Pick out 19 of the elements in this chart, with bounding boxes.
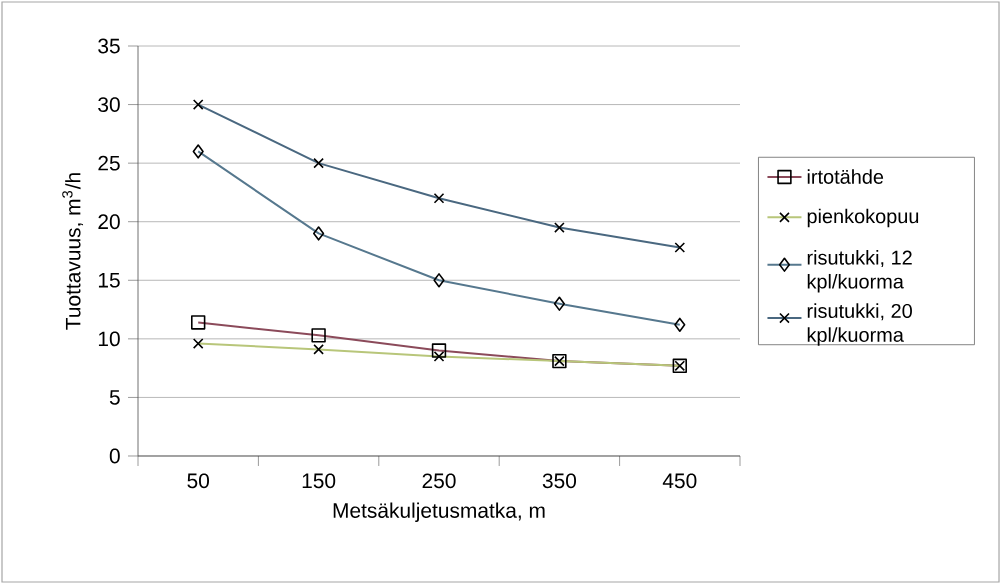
x-tick-label: 350 (542, 473, 577, 489)
legend-label: irtotähde (807, 169, 884, 184)
y-tick-label: 30 (98, 97, 120, 112)
x-axis-title: Metsäkuljetusmatka, m (333, 502, 545, 523)
y-tick-label: 15 (98, 273, 120, 288)
y-axis-title: Tuottavuus, m$^{3}$/h (62, 173, 84, 330)
y-tick-label: 35 (98, 38, 120, 54)
legend-label: risutukki, 20 kpl/kuorma (807, 303, 912, 346)
x-tick-label: 250 (422, 473, 456, 489)
x-tick-label: 50 (187, 473, 210, 489)
x-tick-label: 450 (662, 473, 697, 489)
legend-label: pienkokopuu (807, 208, 919, 228)
legend-label: risutukki, 12 kpl/kuorma (807, 250, 912, 293)
y-tick-label: 5 (109, 390, 120, 405)
x-tick-label: 150 (302, 473, 336, 489)
y-tick-label: 10 (98, 331, 120, 347)
y-tick-label: 25 (98, 155, 120, 171)
y-tick-label: 20 (98, 214, 120, 230)
y-tick-label: 0 (109, 448, 120, 464)
